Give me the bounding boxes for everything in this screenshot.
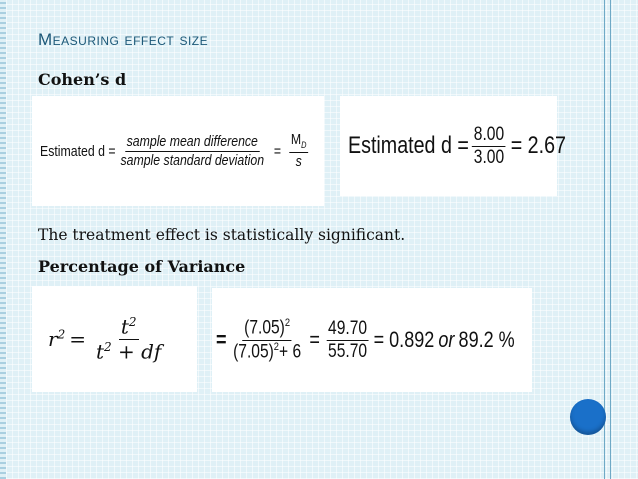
numeric-denominator: 55.70 [328,340,368,362]
t-symbol: t [120,314,129,339]
variance-equals: = [309,327,320,352]
r-symbol: r [48,327,58,351]
r-equals: = [69,327,86,351]
r-exponent: 2 [57,327,66,342]
t-exponent: 2 [104,339,112,354]
t-value-exponent: 2 [284,317,291,330]
result-value: = 2.67 [510,132,566,159]
cohens-d-formula-box: Estimated d = sample mean difference sam… [32,96,324,206]
t-value: (7.05) [244,317,285,339]
t-exponent: 2 [128,314,137,329]
cohens-d-formula: Estimated d = sample mean difference sam… [40,116,311,186]
significance-statement: The treatment effect is statistically si… [38,226,406,244]
cohens-d-result-box: Estimated d = 8.00 3.00 = 2.67 [340,96,566,196]
variance-heading: Percentage of Variance [38,257,246,276]
r-fraction: t2 t2 + df [94,316,163,362]
t-symbol: t [95,339,105,364]
t-value: (7.05) [233,340,274,362]
formula-md-fraction: MD s [289,131,309,170]
variance-decimal: = 0.892 [373,327,435,352]
formula-lhs: Estimated d = [40,142,116,160]
r-squared-formula: r2 = t2 t2 + df [48,304,167,374]
formula-denominator: sample standard deviation [120,151,265,169]
variance-percent: 89.2 % [458,327,515,352]
df-term: + df [111,339,162,364]
slide-title: Measuring effect size [38,30,209,49]
md-symbol: M [290,131,302,149]
s-symbol: s [295,152,302,170]
df-value: + 6 [279,340,302,362]
result-denominator: 3.00 [473,146,505,168]
result-numerator: 8.00 [472,123,506,147]
formula-numerator: sample mean difference [124,132,260,152]
result-fraction: 8.00 3.00 [472,123,506,168]
left-border-pattern [0,0,6,479]
or-word: or [438,327,455,352]
md-subscript: D [301,140,307,151]
formula-fraction: sample mean difference sample standard d… [119,132,266,169]
cohens-d-heading: Cohen’s d [38,70,127,89]
cohens-d-result: Estimated d = 8.00 3.00 = 2.67 [348,112,566,180]
variance-fraction: (7.05)2 (7.05)2+ 6 [231,317,302,362]
numeric-numerator: 49.70 [326,317,369,341]
formula-equals: = [273,142,282,160]
t-value-exponent: 2 [273,340,280,353]
r-squared-result: = (7.05)2 (7.05)2+ 6 = 49.70 55.70 = 0.8… [216,302,515,378]
right-rule [610,0,611,479]
result-lhs: Estimated d = [348,132,469,159]
variance-numeric-fraction: 49.70 55.70 [326,317,369,362]
r-squared-result-box: = (7.05)2 (7.05)2+ 6 = 49.70 55.70 = 0.8… [212,288,532,392]
right-rule [604,0,605,479]
decorative-circle [570,399,606,435]
lead-equals: = [216,327,227,352]
r-squared-formula-box: r2 = t2 t2 + df [32,286,197,392]
